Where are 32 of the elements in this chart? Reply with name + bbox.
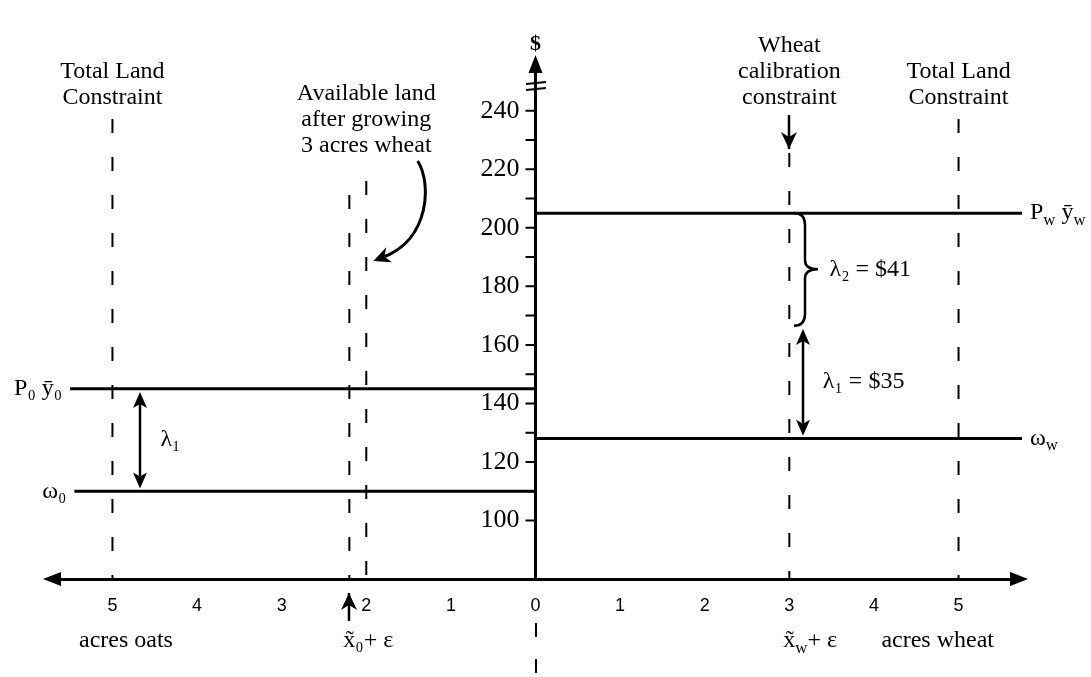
y-tick-label: 240: [480, 94, 520, 124]
x-tick-label: 3: [276, 594, 287, 615]
annotation: λ₁: [160, 425, 181, 452]
x-tick-label: 2: [361, 594, 372, 615]
x-axis-title: acres wheat: [881, 626, 995, 653]
x-tick-label: 5: [107, 594, 118, 615]
ref-line-label: Available land after growing 3 acres wheat: [296, 79, 436, 158]
x-tick-label: 0: [530, 594, 541, 615]
x-tick-label: 1: [445, 594, 456, 615]
x-tick-label: 4: [192, 594, 203, 615]
x-tick-label: 5: [953, 594, 964, 615]
annotation: λ₂ = $41: [829, 254, 912, 281]
y-tick-label: 180: [480, 270, 520, 300]
ref-line-label: Total Land Constraint: [60, 57, 165, 110]
x-tick-label: 2: [699, 594, 710, 615]
series-label: P₀ ȳ₀: [14, 374, 63, 401]
ref-line-label: Wheat calibration constraint: [738, 31, 841, 110]
series-label: ω₀: [42, 476, 67, 503]
annotation: x̃₀+ ε: [343, 626, 394, 653]
x-tick-label: 1: [615, 594, 626, 615]
y-tick-label: 100: [480, 504, 520, 534]
y-tick-label: 140: [480, 387, 520, 417]
y-tick-label: 120: [480, 445, 520, 475]
text: acres oats: [79, 626, 173, 653]
y-tick-label: 220: [480, 153, 520, 183]
y-tick-label: 200: [480, 211, 520, 241]
y-axis-title: $: [530, 29, 541, 55]
y-tick-label: 160: [480, 328, 520, 358]
annotation: λ₁ = $35: [822, 367, 905, 394]
ref-line-label: Total Land Constraint: [906, 57, 1011, 110]
x-tick-label: 3: [784, 594, 795, 615]
x-tick-label: 4: [868, 594, 879, 615]
